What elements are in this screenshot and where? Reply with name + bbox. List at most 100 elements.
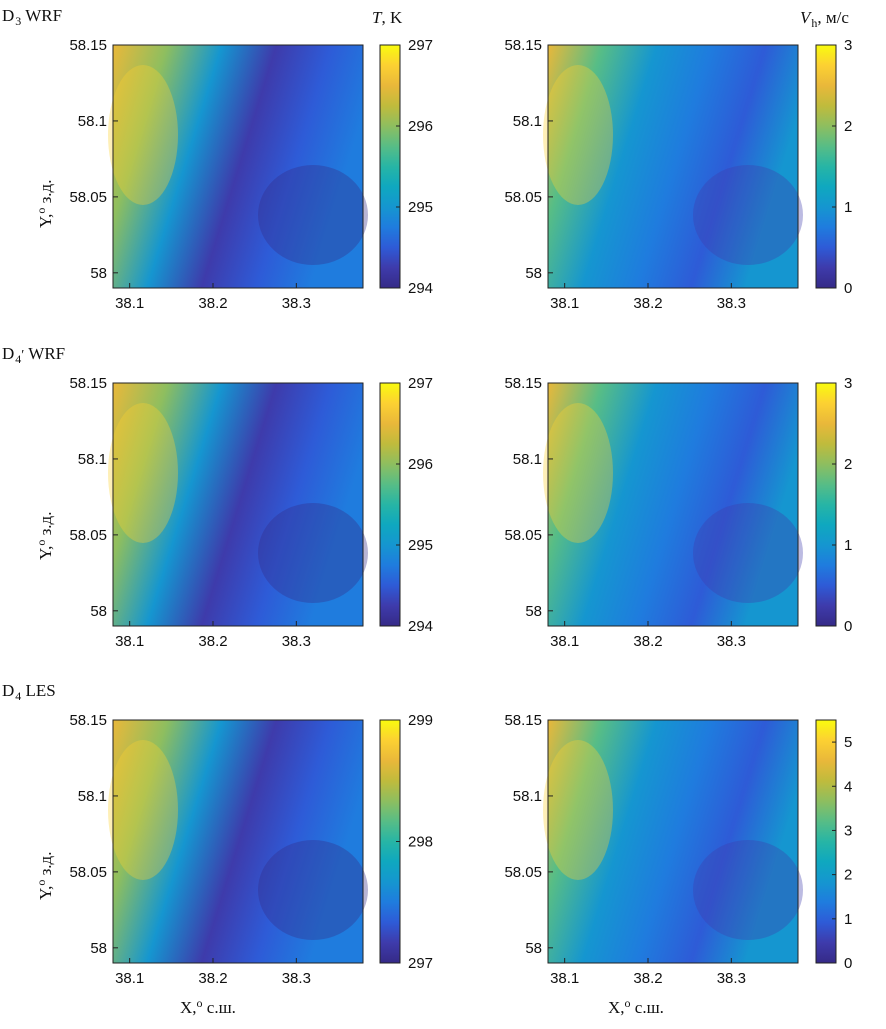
cool-region	[693, 503, 803, 603]
panel-frame	[112, 719, 364, 964]
x-axis-label-left: X,o с.ш.	[180, 996, 236, 1017]
panel-frame	[547, 382, 799, 627]
colorbar-tick-label: 0	[844, 955, 852, 972]
cool-region	[258, 840, 368, 940]
colorbar-tick-label: 295	[408, 199, 433, 216]
x-tick-label: 38.2	[633, 295, 662, 312]
x-tick-label: 38.3	[282, 970, 311, 987]
x-tick-label: 38.3	[717, 633, 746, 650]
colorbar-tick-label: 2	[844, 456, 852, 473]
y-tick-label: 58	[90, 265, 107, 282]
y-tick-label: 58.1	[513, 788, 542, 805]
row-title-d4prime-wrf: D4′ WRF	[2, 344, 66, 366]
warm-region	[108, 740, 178, 880]
y-tick-label: 58.05	[504, 864, 542, 881]
y-tick-label: 58.15	[504, 375, 542, 392]
y-tick-label: 58.05	[504, 527, 542, 544]
y-tick-label: 58	[525, 265, 542, 282]
colorbar-tick-label: 1	[844, 537, 852, 554]
y-tick-label: 58.1	[78, 451, 107, 468]
heatmap-panel-V_D4p_WRF: 38.1 38.2 38.3 58.15 58.1 58.05 58	[504, 375, 803, 650]
heatmap-panel-T_D4_LES: 38.1 38.2 38.3 58.15 58.1 58.05 58	[69, 712, 368, 987]
heatmap-panel-V_D4_LES: 38.1 38.2 38.3 58.15 58.1 58.05 58	[504, 712, 803, 987]
y-tick-label: 58	[90, 603, 107, 620]
colorbar-T_D3_WRF: 297 296 295 294	[379, 37, 433, 297]
heatmap-field	[548, 383, 798, 626]
colorbar-T_D4_LES: 299 298 297	[379, 712, 433, 972]
y-tick-label: 58.05	[69, 527, 107, 544]
heatmap-field	[113, 720, 363, 963]
colorbar-tick-label: 1	[844, 199, 852, 216]
cool-region	[693, 840, 803, 940]
colorbar-ramp	[815, 719, 837, 964]
heatmap-field	[548, 720, 798, 963]
colorbar-ramp	[815, 382, 837, 627]
colorbar-tick-label: 299	[408, 712, 433, 729]
colorbar-V_D4_LES: 5 4 3 2 1 0	[815, 719, 852, 972]
y-tick-label: 58	[90, 940, 107, 957]
heatmap-panel-T_D4p_WRF: 38.1 38.2 38.3 58.15 58.1 58.05 58	[69, 375, 368, 650]
colorbar-tick-label: 294	[408, 280, 433, 297]
colorbar-tick-label: 297	[408, 375, 433, 392]
y-tick-label: 58.15	[504, 712, 542, 729]
warm-region	[543, 65, 613, 205]
y-tick-label: 58.15	[504, 37, 542, 54]
colorbar-tick-label: 1	[844, 911, 852, 928]
heatmap-panel-V_D3_WRF: 38.1 38.2 38.3 58.15 58.1 58.05 58	[504, 37, 803, 312]
colorbar-V_D4p_WRF: 3 2 1 0	[815, 375, 852, 635]
y-tick-label: 58.1	[513, 451, 542, 468]
y-tick-label: 58.1	[78, 788, 107, 805]
colorbar-tick-label: 3	[844, 37, 852, 54]
x-tick-label: 38.3	[717, 970, 746, 987]
x-tick-label: 38.1	[115, 295, 144, 312]
heatmap-panel-T_D3_WRF: 38.1 38.2 38.3 58.15 58.1 58.05 58	[69, 37, 368, 312]
warm-region	[543, 740, 613, 880]
colorbar-tick-label: 294	[408, 618, 433, 635]
colorbar-tick-label: 296	[408, 456, 433, 473]
heatmap-field	[548, 45, 798, 288]
x-tick-label: 38.2	[633, 970, 662, 987]
colorbar-tick-label: 295	[408, 537, 433, 554]
x-tick-label: 38.1	[115, 633, 144, 650]
y-tick-label: 58.15	[69, 37, 107, 54]
y-tick-label: 58.1	[78, 113, 107, 130]
row-title-d4-les: D4 LES	[2, 681, 56, 703]
y-tick-label: 58.05	[69, 189, 107, 206]
colorbar-V_D3_WRF: 3 2 1 0	[815, 37, 852, 297]
warm-region	[543, 403, 613, 543]
colorbar-tick-label: 298	[408, 834, 433, 851]
colorbar-ramp	[379, 382, 401, 627]
colorbar-tick-label: 4	[844, 778, 852, 795]
heatmap-field	[113, 383, 363, 626]
x-axis-label-right: X,o с.ш.	[608, 996, 664, 1017]
colorbar-ramp	[815, 44, 837, 289]
colorbar-tick-label: 297	[408, 955, 433, 972]
x-tick-label: 38.3	[282, 295, 311, 312]
x-tick-label: 38.1	[550, 295, 579, 312]
cool-region	[693, 165, 803, 265]
x-tick-label: 38.3	[282, 633, 311, 650]
colorbar-tick-label: 0	[844, 280, 852, 297]
colorbar-tick-label: 2	[844, 867, 852, 884]
wind-unit-label: Vh, м/с	[800, 8, 849, 30]
row-title-d3-wrf: D3 WRF	[2, 6, 63, 28]
y-tick-label: 58	[525, 603, 542, 620]
cool-region	[258, 165, 368, 265]
x-tick-label: 38.2	[198, 633, 227, 650]
temperature-unit-label: T, K	[372, 8, 403, 27]
panel-frame	[547, 719, 799, 964]
y-tick-label: 58.15	[69, 375, 107, 392]
y-tick-label: 58.05	[504, 189, 542, 206]
colorbar-tick-label: 3	[844, 375, 852, 392]
colorbar-tick-label: 297	[408, 37, 433, 54]
panel-frame	[112, 382, 364, 627]
x-tick-label: 38.2	[633, 633, 662, 650]
heatmap-field	[113, 45, 363, 288]
x-tick-label: 38.1	[550, 970, 579, 987]
y-tick-label: 58.15	[69, 712, 107, 729]
colorbar-tick-label: 5	[844, 734, 852, 751]
y-tick-label: 58.05	[69, 864, 107, 881]
colorbar-tick-label: 296	[408, 118, 433, 135]
panel-frame	[547, 44, 799, 289]
